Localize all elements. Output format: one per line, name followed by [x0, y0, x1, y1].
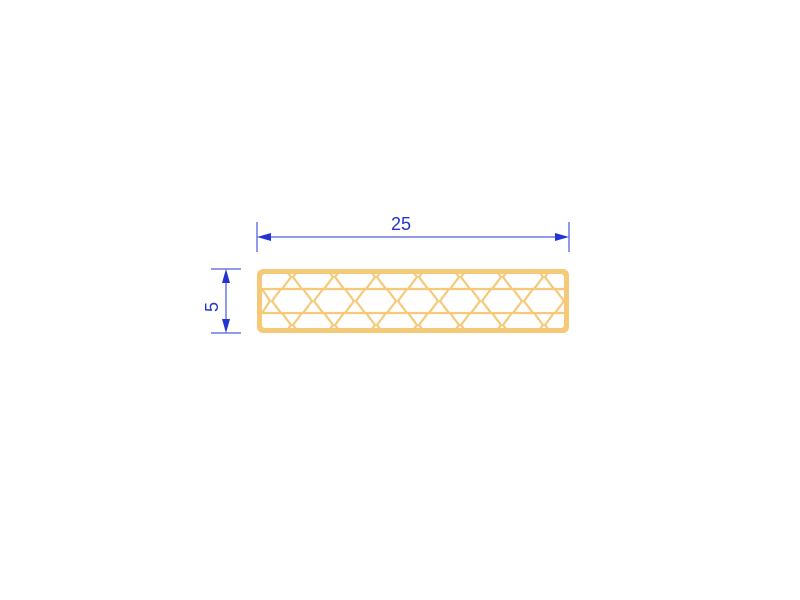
- drawing-svg: 25 5: [0, 0, 800, 600]
- dim-height-label: 5: [202, 302, 222, 312]
- dim-width: 25: [257, 214, 569, 252]
- profile-shape: [251, 265, 585, 337]
- dim-width-label: 25: [391, 214, 411, 234]
- dim-height: 5: [202, 269, 241, 333]
- diagram-canvas: { "figure": { "type": "technical-drawing…: [0, 0, 800, 600]
